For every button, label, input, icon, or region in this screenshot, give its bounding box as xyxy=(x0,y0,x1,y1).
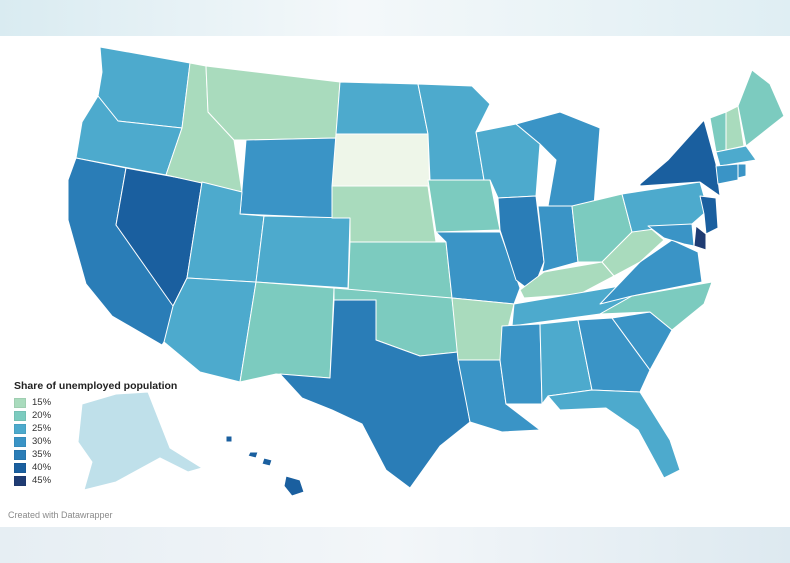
datawrapper-credit[interactable]: Created with Datawrapper xyxy=(8,510,113,520)
background-band-top xyxy=(0,0,790,36)
legend-label: 20% xyxy=(32,410,52,421)
state-WY[interactable] xyxy=(239,137,337,219)
state-AK[interactable] xyxy=(77,391,203,491)
state-IN[interactable] xyxy=(537,205,579,273)
state-MS[interactable] xyxy=(499,323,543,405)
background-band-bottom xyxy=(0,527,790,563)
legend-swatch xyxy=(14,462,26,473)
legend-swatch xyxy=(14,423,26,434)
state-KS[interactable] xyxy=(347,241,453,299)
state-ME[interactable] xyxy=(737,69,785,147)
legend-swatch xyxy=(14,436,26,447)
state-CO[interactable] xyxy=(255,215,351,289)
legend-item: 45% xyxy=(14,474,214,487)
state-CT[interactable] xyxy=(715,163,739,185)
legend-item: 35% xyxy=(14,448,214,461)
legend: Share of unemployed population 15% 20% 25%… xyxy=(14,380,214,487)
legend-label: 30% xyxy=(32,436,52,447)
state-IA[interactable] xyxy=(427,179,501,233)
legend-item: 20% xyxy=(14,409,214,422)
legend-swatch xyxy=(14,397,26,408)
state-PA[interactable] xyxy=(621,181,709,233)
legend-label: 45% xyxy=(32,475,52,486)
state-SD[interactable] xyxy=(331,133,431,195)
state-MT[interactable] xyxy=(205,65,341,141)
state-NJ[interactable] xyxy=(699,195,719,235)
legend-label: 35% xyxy=(32,449,52,460)
legend-item: 40% xyxy=(14,461,214,474)
state-NM[interactable] xyxy=(239,281,335,383)
legend-label: 40% xyxy=(32,462,52,473)
legend-title: Share of unemployed population xyxy=(14,380,178,392)
legend-label: 25% xyxy=(32,423,52,434)
us-choropleth-map xyxy=(67,46,785,497)
legend-swatch xyxy=(14,475,26,486)
state-HI[interactable] xyxy=(225,435,305,497)
state-FL[interactable] xyxy=(547,389,681,479)
legend-swatch xyxy=(14,449,26,460)
state-RI[interactable] xyxy=(737,163,747,179)
state-DE[interactable] xyxy=(693,225,707,251)
state-MA[interactable] xyxy=(715,145,757,167)
state-MD[interactable] xyxy=(647,223,695,247)
legend-label: 15% xyxy=(32,397,52,408)
state-VT[interactable] xyxy=(709,111,727,153)
legend-item: 15% xyxy=(14,396,214,409)
state-GA[interactable] xyxy=(577,317,651,393)
legend-item: 25% xyxy=(14,422,214,435)
state-ND[interactable] xyxy=(335,81,429,135)
legend-swatch xyxy=(14,410,26,421)
state-TX[interactable] xyxy=(279,299,471,489)
legend-items: 15% 20% 25% 30% 35% 40% 45% xyxy=(14,396,214,487)
legend-item: 30% xyxy=(14,435,214,448)
